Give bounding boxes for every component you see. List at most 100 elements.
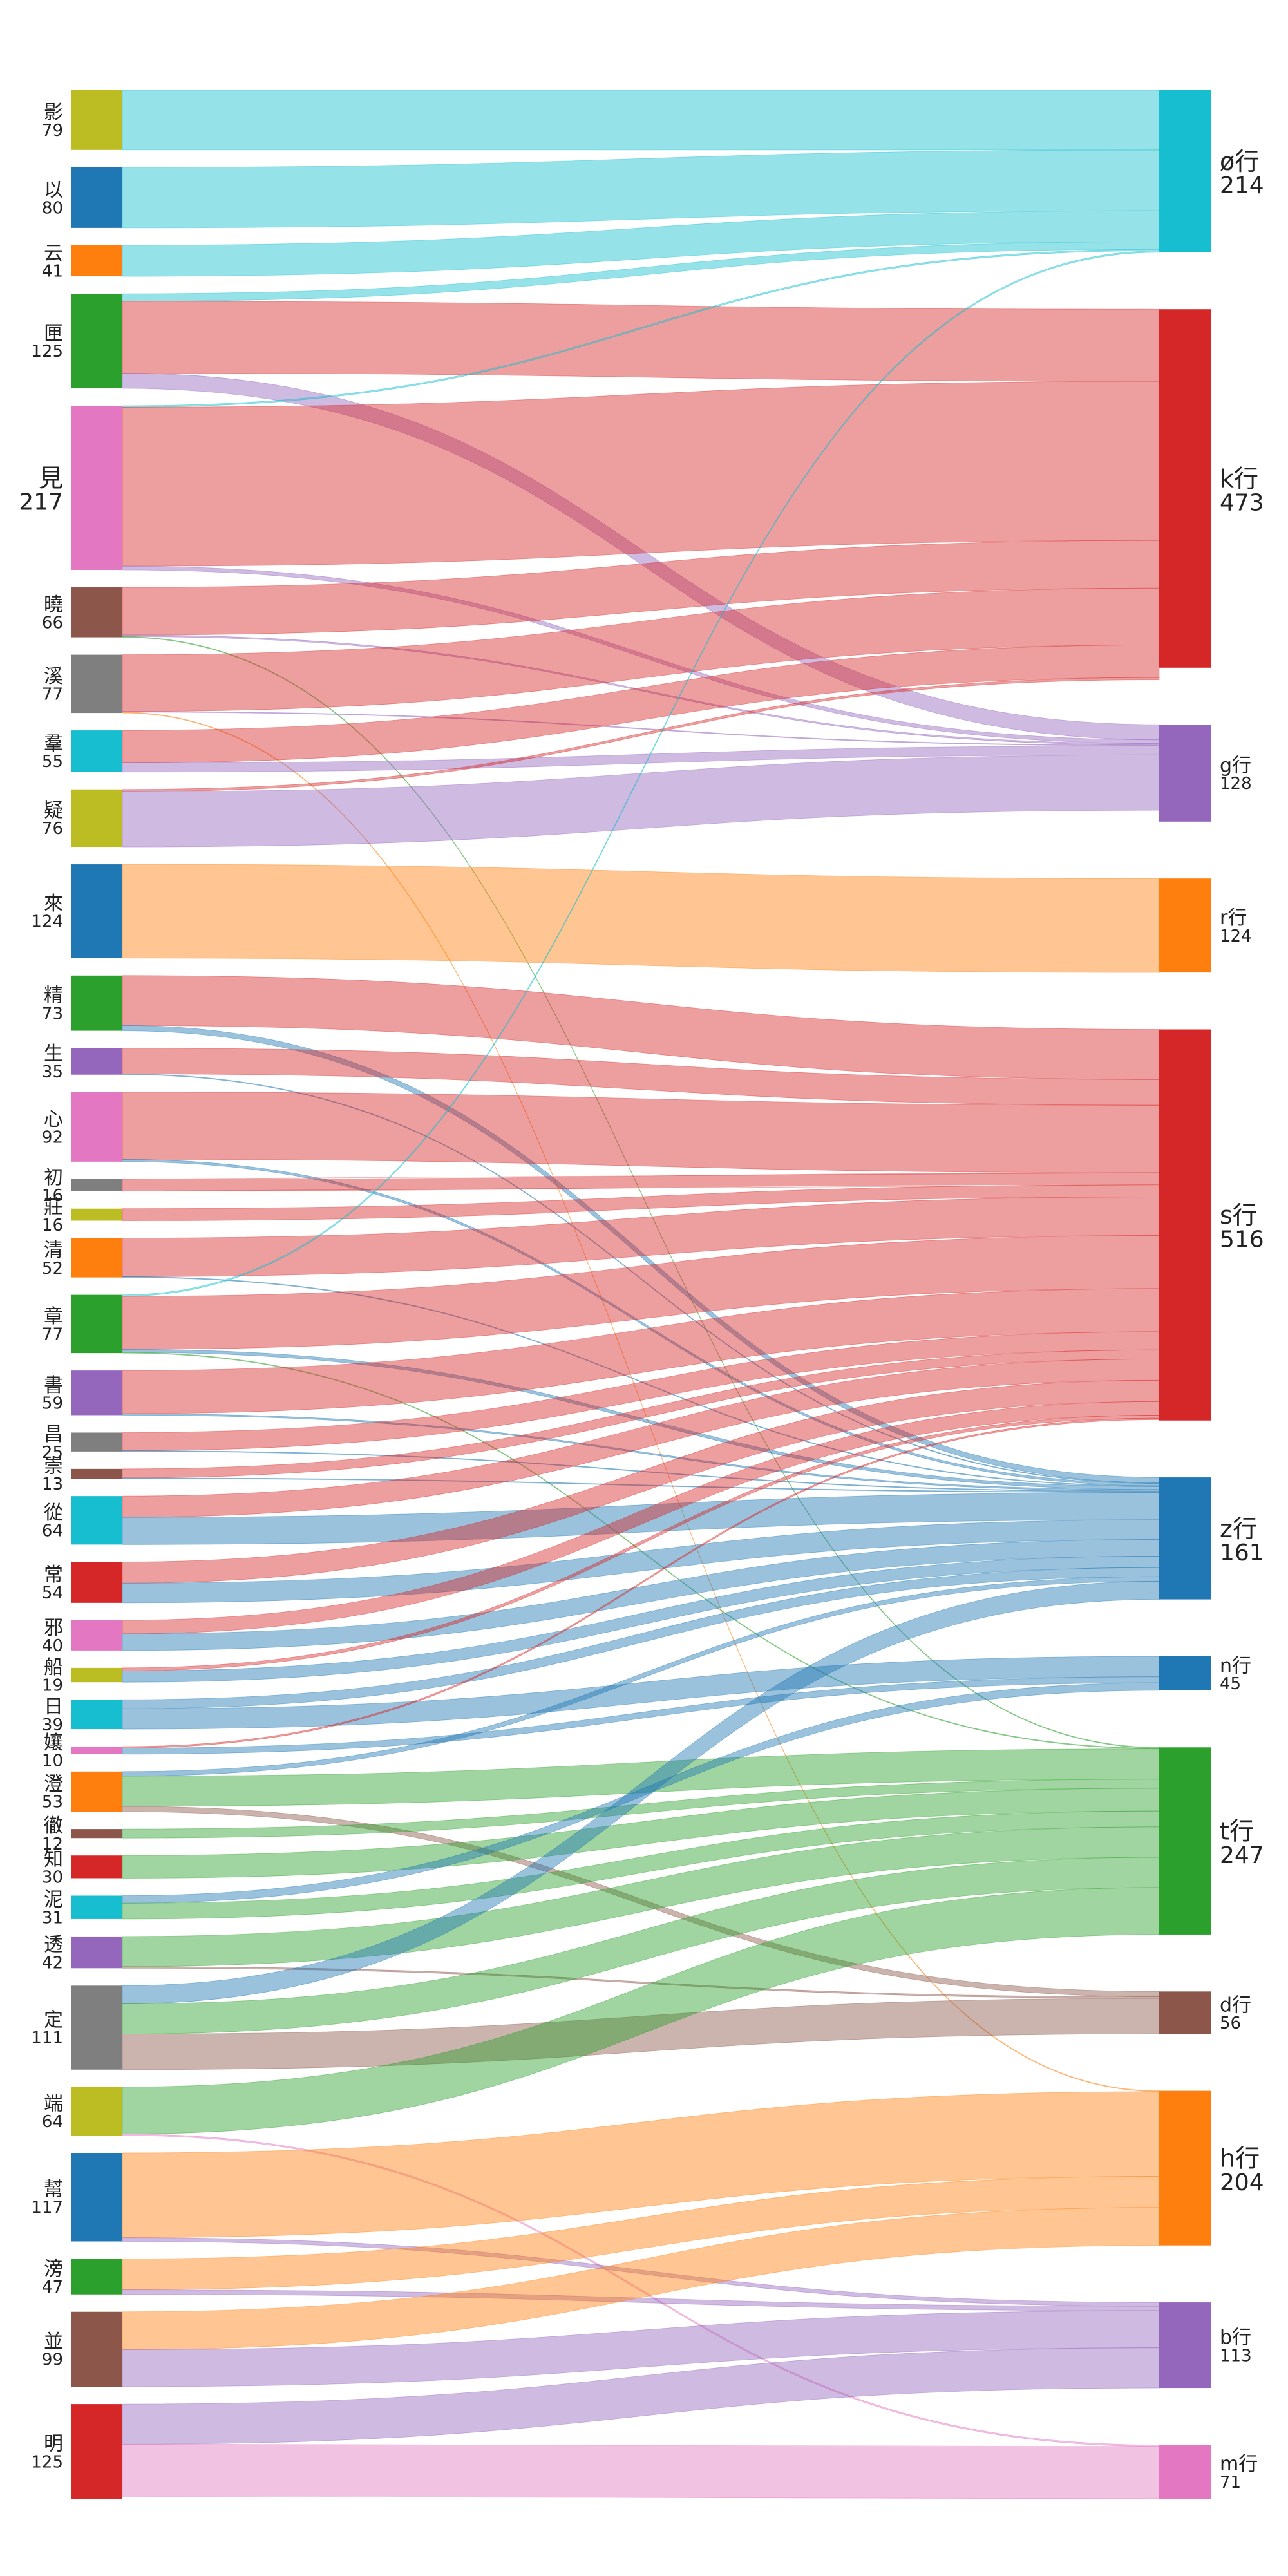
sankey-labels: 影79以80云41匣125見217曉66溪77羣55疑76來124精73生35心… [19,101,1264,2492]
source-node-莊 [71,1208,122,1221]
source-node-生 [71,1048,122,1075]
target-node-t行 [1159,1747,1211,1935]
source-label-曉: 曉 [44,594,63,616]
link-匣-k行 [122,301,1160,382]
link-章-ø行 [122,251,1160,1297]
source-value-來: 124 [31,913,63,932]
source-value-書: 59 [42,1394,63,1413]
target-node-r行 [1159,878,1211,973]
target-value-z行: 161 [1220,1540,1264,1566]
source-node-精 [71,975,122,1031]
source-node-明 [71,2404,122,2499]
target-node-s行 [1159,1029,1211,1421]
source-label-船: 船 [44,1656,63,1679]
source-value-羣: 55 [42,752,63,772]
source-value-云: 41 [42,262,63,281]
source-label-生: 生 [44,1043,63,1065]
target-label-z行: z行 [1220,1515,1257,1543]
source-label-幫: 幫 [44,2179,63,2201]
source-value-定: 111 [31,2029,63,2048]
source-node-定 [71,1985,122,2070]
source-label-透: 透 [44,1934,63,1956]
target-value-d行: 56 [1220,2014,1241,2033]
target-label-k行: k行 [1220,465,1258,493]
target-label-ø行: ø行 [1220,147,1259,176]
source-node-邪 [71,1620,122,1651]
source-label-匣: 匣 [44,323,63,345]
target-value-ø行: 214 [1220,173,1264,199]
source-value-並: 99 [42,2351,63,2370]
link-疑-k行 [122,677,1160,792]
source-label-崇: 崇 [44,1455,63,1478]
target-value-r行: 124 [1220,927,1252,946]
source-value-曉: 66 [42,613,63,632]
source-label-泥: 泥 [44,1889,63,1911]
source-node-來 [71,864,122,958]
target-value-t行: 247 [1220,1842,1264,1869]
target-value-m行: 71 [1220,2473,1241,2492]
target-value-k行: 473 [1220,490,1264,516]
source-value-精: 73 [42,1004,63,1023]
source-node-心 [71,1092,122,1162]
source-label-章: 章 [44,1305,63,1328]
source-label-精: 精 [44,985,63,1007]
source-node-滂 [71,2259,122,2295]
source-label-滂: 滂 [44,2258,63,2280]
source-node-清 [71,1238,122,1278]
link-泥-n行 [122,1682,1160,1904]
source-value-船: 19 [42,1676,63,1696]
source-node-常 [71,1562,122,1603]
target-value-g行: 128 [1220,774,1252,793]
source-node-從 [71,1496,122,1545]
source-value-心: 92 [42,1128,63,1148]
source-value-章: 77 [42,1325,63,1345]
target-value-s行: 516 [1220,1226,1264,1253]
source-value-滂: 47 [42,2278,63,2297]
source-node-船 [71,1667,122,1683]
source-value-日: 39 [42,1716,63,1735]
source-label-莊: 莊 [44,1196,63,1218]
source-node-書 [71,1370,122,1416]
source-value-以: 80 [42,199,63,218]
target-value-n行: 45 [1220,1674,1241,1694]
link-定-z行 [122,1580,1160,2004]
target-node-k行 [1159,309,1211,668]
source-node-疑 [71,789,122,848]
source-node-徹 [71,1829,122,1839]
source-value-孃: 10 [42,1752,63,1771]
source-label-並: 並 [44,2331,63,2353]
source-node-曉 [71,587,122,638]
sankey-links [122,90,1160,2499]
link-羣-k行 [122,645,1160,764]
link-明-m行 [122,2443,1160,2499]
target-value-h行: 204 [1220,2170,1264,2196]
sankey-nodes [71,90,1211,2499]
source-value-常: 54 [42,1584,63,1603]
source-value-生: 35 [42,1063,63,1082]
source-node-幫 [71,2152,122,2242]
target-node-b行 [1159,2302,1211,2389]
target-label-r行: r行 [1220,907,1247,929]
target-value-b行: 113 [1220,2346,1252,2365]
target-label-t行: t行 [1220,1817,1254,1846]
source-node-知 [71,1855,122,1879]
source-value-見: 217 [19,489,63,516]
target-label-d行: d行 [1220,1994,1251,2016]
source-label-初: 初 [44,1166,63,1189]
source-label-來: 來 [44,893,63,915]
source-node-以 [71,167,122,228]
source-value-邪: 40 [42,1636,63,1656]
source-node-日 [71,1700,122,1730]
target-node-ø行 [1159,90,1211,252]
link-並-h行 [122,2207,1160,2350]
source-node-匣 [71,294,122,388]
source-value-初: 16 [42,1186,63,1206]
source-value-泥: 31 [42,1908,63,1927]
source-node-見 [71,405,122,571]
source-value-徹: 12 [42,1835,63,1854]
source-value-疑: 76 [42,819,63,838]
source-value-昌: 25 [42,1443,63,1463]
source-value-溪: 77 [42,685,63,705]
source-label-云: 云 [44,242,63,265]
